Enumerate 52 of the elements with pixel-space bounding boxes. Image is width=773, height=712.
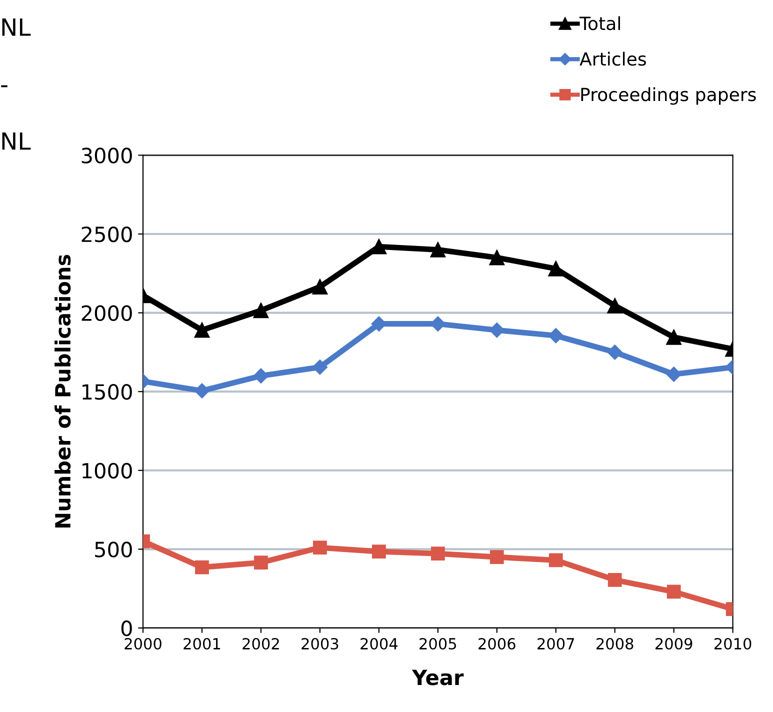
point — [371, 238, 387, 254]
text: - — [1, 85, 8, 88]
point — [607, 298, 622, 314]
point — [430, 242, 446, 258]
point — [194, 383, 210, 398]
y-tick-label: 0 — [121, 620, 132, 636]
point — [607, 344, 622, 360]
point — [666, 330, 682, 345]
point — [548, 328, 564, 344]
legend-label: Articles — [580, 52, 646, 66]
legend-label: Proceedings papers — [581, 87, 756, 105]
point — [489, 322, 504, 338]
x-tick-label: 2010 — [714, 638, 752, 650]
point — [312, 279, 328, 294]
y-axis-title: Number of Publications — [54, 254, 71, 528]
x-tick-label: 2007 — [538, 638, 574, 650]
point — [371, 316, 386, 332]
y-tick-label: 1500 — [82, 384, 132, 400]
x-tick-label: 2002 — [242, 638, 279, 650]
point — [548, 261, 564, 276]
x-tick-label: 2004 — [360, 638, 398, 650]
x-tick-label: 2000 — [124, 638, 162, 650]
point — [489, 250, 505, 266]
legend-label: Total — [579, 16, 620, 30]
point — [666, 584, 681, 599]
point — [253, 368, 269, 384]
text: NL — [2, 18, 31, 36]
point — [666, 366, 682, 382]
x-tick-label: 2006 — [478, 638, 516, 650]
y-tick-label: 2500 — [82, 226, 132, 242]
y-tick-label: 3000 — [82, 148, 132, 164]
point — [548, 553, 563, 568]
text: NL — [2, 132, 31, 150]
point — [490, 550, 504, 564]
y-tick-label: 2000 — [82, 305, 132, 322]
x-tick-label: 2003 — [302, 638, 338, 650]
x-tick-label: 2009 — [656, 638, 692, 650]
x-tick-label: 2001 — [184, 638, 220, 650]
x-tick-label: 2005 — [420, 638, 456, 650]
point — [254, 556, 268, 570]
point — [430, 546, 445, 561]
x-axis-title: Year — [412, 670, 464, 686]
y-tick-label: 500 — [95, 542, 132, 558]
x-tick-label: 2008 — [596, 638, 634, 650]
point — [372, 544, 386, 558]
point — [608, 572, 622, 587]
point — [313, 540, 327, 555]
point — [253, 302, 269, 318]
point — [312, 360, 328, 375]
point — [195, 560, 209, 574]
point — [194, 322, 210, 338]
y-tick-label: 1000 — [82, 462, 132, 479]
